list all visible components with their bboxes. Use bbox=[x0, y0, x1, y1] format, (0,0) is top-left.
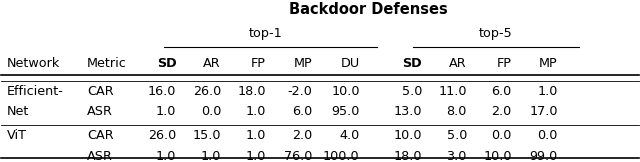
Text: 18.0: 18.0 bbox=[394, 150, 422, 162]
Text: 0.0: 0.0 bbox=[537, 129, 557, 142]
Text: 2.0: 2.0 bbox=[492, 105, 511, 118]
Text: Net: Net bbox=[7, 105, 29, 118]
Text: FP: FP bbox=[251, 57, 266, 70]
Text: 8.0: 8.0 bbox=[447, 105, 467, 118]
Text: 5.0: 5.0 bbox=[402, 85, 422, 98]
Text: 100.0: 100.0 bbox=[323, 150, 360, 162]
Text: MP: MP bbox=[539, 57, 557, 70]
Text: ASR: ASR bbox=[87, 105, 113, 118]
Text: 1.0: 1.0 bbox=[537, 85, 557, 98]
Text: -2.0: -2.0 bbox=[287, 85, 312, 98]
Text: 10.0: 10.0 bbox=[331, 85, 360, 98]
Text: top-5: top-5 bbox=[479, 27, 513, 40]
Text: 10.0: 10.0 bbox=[394, 129, 422, 142]
Text: Efficient-: Efficient- bbox=[7, 85, 64, 98]
Text: 1.0: 1.0 bbox=[245, 105, 266, 118]
Text: 11.0: 11.0 bbox=[438, 85, 467, 98]
Text: FP: FP bbox=[497, 57, 511, 70]
Text: top-1: top-1 bbox=[249, 27, 283, 40]
Text: 3.0: 3.0 bbox=[447, 150, 467, 162]
Text: Metric: Metric bbox=[87, 57, 127, 70]
Text: 6.0: 6.0 bbox=[292, 105, 312, 118]
Text: 1.0: 1.0 bbox=[201, 150, 221, 162]
Text: 76.0: 76.0 bbox=[284, 150, 312, 162]
Text: SD: SD bbox=[157, 57, 176, 70]
Text: CAR: CAR bbox=[87, 129, 113, 142]
Text: AR: AR bbox=[449, 57, 467, 70]
Text: ASR: ASR bbox=[87, 150, 113, 162]
Text: 17.0: 17.0 bbox=[529, 105, 557, 118]
Text: 26.0: 26.0 bbox=[148, 129, 176, 142]
Text: 16.0: 16.0 bbox=[148, 85, 176, 98]
Text: Network: Network bbox=[7, 57, 60, 70]
Text: 1.0: 1.0 bbox=[156, 105, 176, 118]
Text: 13.0: 13.0 bbox=[394, 105, 422, 118]
Text: 1.0: 1.0 bbox=[156, 150, 176, 162]
Text: ViT: ViT bbox=[7, 129, 27, 142]
Text: 6.0: 6.0 bbox=[492, 85, 511, 98]
Text: SD: SD bbox=[403, 57, 422, 70]
Text: 1.0: 1.0 bbox=[245, 150, 266, 162]
Text: MP: MP bbox=[294, 57, 312, 70]
Text: 99.0: 99.0 bbox=[529, 150, 557, 162]
Text: 5.0: 5.0 bbox=[447, 129, 467, 142]
Text: CAR: CAR bbox=[87, 85, 113, 98]
Text: 26.0: 26.0 bbox=[193, 85, 221, 98]
Text: 10.0: 10.0 bbox=[483, 150, 511, 162]
Text: AR: AR bbox=[204, 57, 221, 70]
Text: 0.0: 0.0 bbox=[492, 129, 511, 142]
Text: 2.0: 2.0 bbox=[292, 129, 312, 142]
Text: 0.0: 0.0 bbox=[201, 105, 221, 118]
Text: 18.0: 18.0 bbox=[237, 85, 266, 98]
Text: DU: DU bbox=[340, 57, 360, 70]
Text: 1.0: 1.0 bbox=[245, 129, 266, 142]
Text: 95.0: 95.0 bbox=[332, 105, 360, 118]
Text: Backdoor Defenses: Backdoor Defenses bbox=[289, 2, 447, 17]
Text: 15.0: 15.0 bbox=[193, 129, 221, 142]
Text: 4.0: 4.0 bbox=[339, 129, 360, 142]
